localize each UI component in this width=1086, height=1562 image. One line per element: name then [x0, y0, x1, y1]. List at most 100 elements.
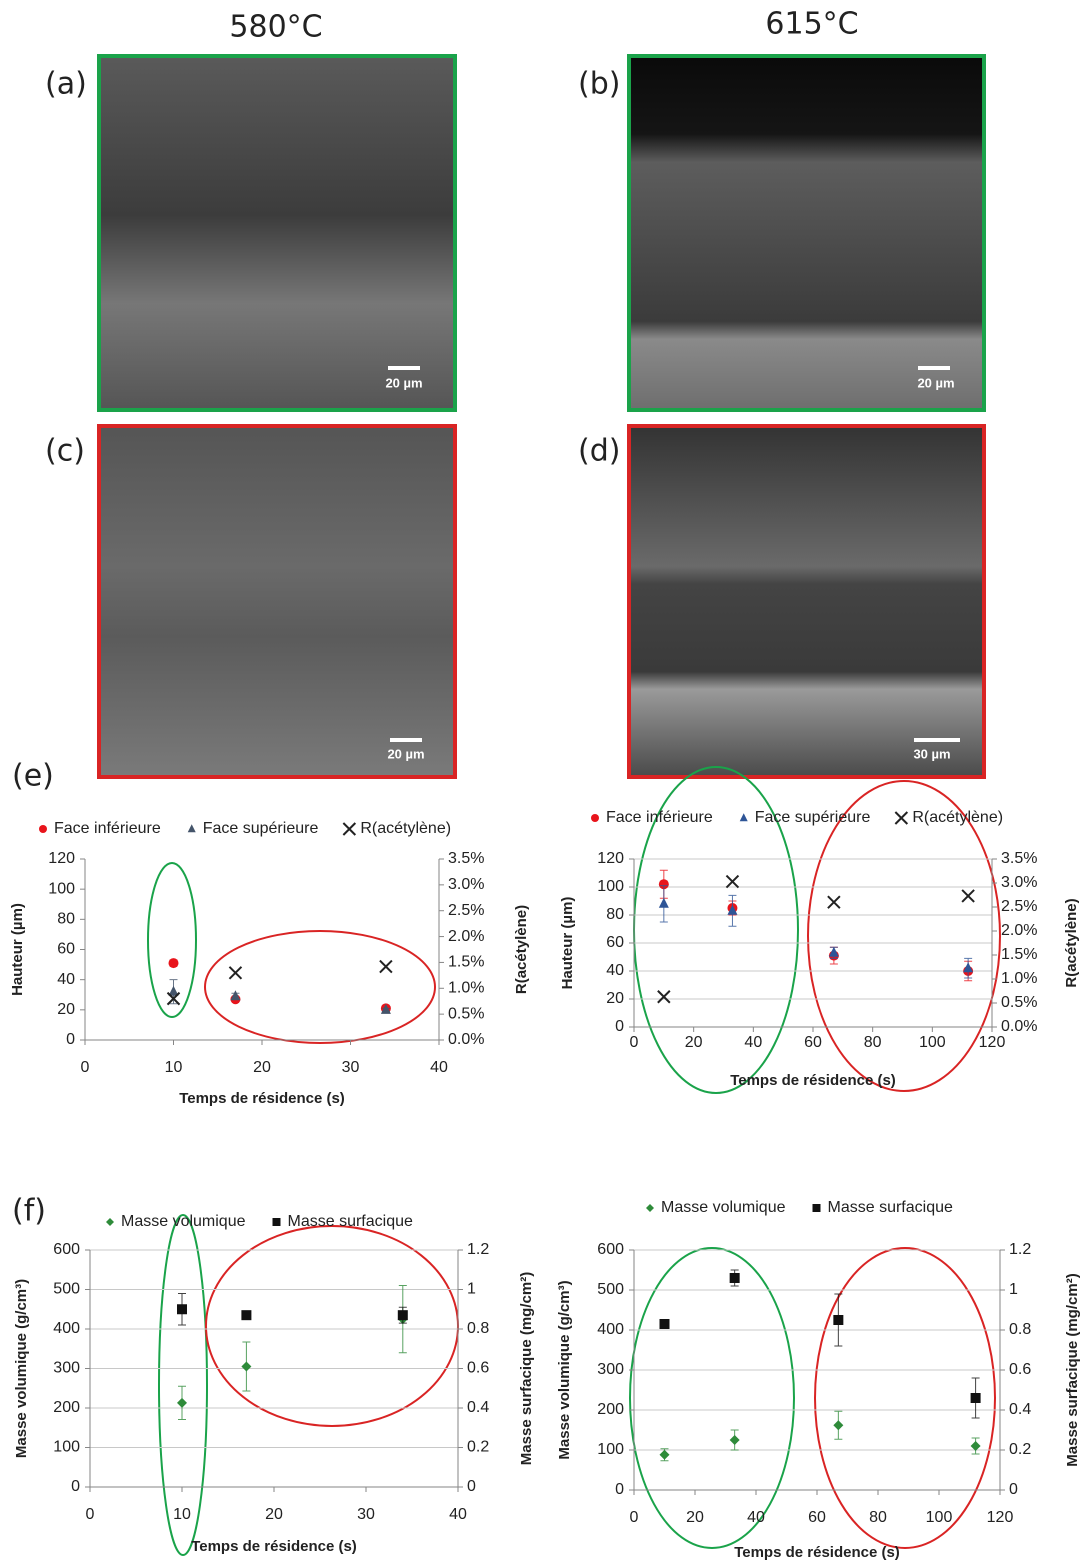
legend-label: Face inférieure [606, 809, 713, 826]
y-axis-title: Hauteur (µm) [9, 903, 26, 996]
y2-tick-label: 0.0% [1001, 1018, 1037, 1035]
x-tick-label: 80 [864, 1034, 882, 1051]
x-tick-label: 0 [630, 1034, 639, 1051]
sem-image [627, 54, 986, 412]
y2-tick-label: 0 [467, 1478, 476, 1495]
y2-tick-label: 0.8 [1009, 1321, 1031, 1338]
data-point [228, 966, 243, 980]
legend-label: Masse surfacique [288, 1213, 413, 1230]
x-tick-label: 40 [449, 1506, 467, 1523]
y-tick-label: 400 [597, 1321, 624, 1338]
y-axis-title: Masse volumique (g/cm³) [13, 1279, 30, 1458]
y-tick-label: 600 [53, 1241, 80, 1258]
y-tick-label: 100 [48, 880, 75, 897]
y-tick-label: 20 [606, 990, 624, 1007]
x-tick-label: 40 [747, 1509, 765, 1526]
panel-label: (d) [578, 434, 620, 469]
y-tick-label: 400 [53, 1320, 80, 1337]
y-tick-label: 200 [53, 1399, 80, 1416]
data-point [727, 904, 738, 915]
y-tick-label: 80 [57, 911, 75, 928]
x-tick-label: 40 [744, 1034, 762, 1051]
legend-label: Face supérieure [203, 820, 319, 837]
legend-marker [39, 825, 47, 833]
data-point [961, 889, 975, 903]
data-point [658, 897, 669, 908]
legend-marker [894, 811, 909, 825]
x-tick-label: 0 [86, 1506, 95, 1523]
y2-tick-label: 2.5% [1001, 898, 1037, 915]
y2-tick-label: 0.4 [467, 1399, 489, 1416]
y-tick-label: 300 [53, 1360, 80, 1377]
legend-label: Face inférieure [54, 820, 161, 837]
y-tick-label: 0 [66, 1031, 75, 1048]
x-tick-label: 30 [357, 1506, 375, 1523]
data-point [241, 1361, 252, 1372]
x-tick-label: 10 [173, 1506, 191, 1523]
sem-image [97, 54, 457, 412]
x-tick-label: 120 [987, 1509, 1014, 1526]
y-axis-title: Hauteur (µm) [559, 897, 576, 990]
y2-tick-label: 1.2 [467, 1241, 489, 1258]
y2-tick-label: 0.6 [467, 1360, 489, 1377]
column-title: 580°C [229, 10, 322, 45]
x-tick-label: 0 [81, 1059, 90, 1076]
y2-tick-label: 2.0% [448, 928, 484, 945]
y-tick-label: 0 [615, 1018, 624, 1035]
panel-label: (c) [45, 434, 85, 469]
y2-tick-label: 0.2 [1009, 1441, 1031, 1458]
data-point [729, 1273, 740, 1283]
y-tick-label: 60 [57, 941, 75, 958]
highlight-ellipse [629, 1247, 795, 1549]
highlight-ellipse [814, 1247, 996, 1549]
y2-tick-label: 1.0% [1001, 970, 1037, 987]
y2-tick-label: 0.2 [467, 1439, 489, 1456]
x-tick-label: 20 [685, 1034, 703, 1051]
highlight-ellipse [807, 780, 1001, 1092]
data-point [827, 895, 841, 909]
data-point [658, 879, 669, 890]
data-point [177, 1397, 187, 1408]
data-point [380, 1003, 391, 1014]
x-tick-label: 20 [686, 1509, 704, 1526]
y2-axis-title: R(acétylène) [1063, 898, 1080, 987]
x-axis-title: Temps de résidence (s) [730, 1072, 896, 1089]
y2-tick-label: 0.5% [1001, 994, 1037, 1011]
x-axis-title: Temps de résidence (s) [179, 1090, 345, 1107]
legend-marker [646, 1204, 654, 1212]
y-tick-label: 40 [606, 962, 624, 979]
x-tick-label: 120 [979, 1034, 1006, 1051]
sem-image [97, 424, 457, 779]
scale-label: 20 µm [917, 375, 954, 390]
data-point [725, 874, 740, 889]
y-tick-label: 120 [597, 850, 624, 867]
x-axis-title: Temps de résidence (s) [734, 1544, 900, 1561]
panel-label: (b) [578, 67, 620, 102]
legend-marker [106, 1218, 114, 1226]
y-tick-label: 200 [597, 1401, 624, 1418]
data-point [168, 985, 179, 996]
y-tick-label: 600 [597, 1241, 624, 1258]
x-tick-label: 80 [869, 1509, 887, 1526]
y-tick-label: 60 [606, 934, 624, 951]
y-tick-label: 100 [597, 1441, 624, 1458]
y-tick-label: 20 [57, 1001, 75, 1018]
y2-tick-label: 1.0% [448, 980, 484, 997]
x-tick-label: 20 [253, 1059, 271, 1076]
y2-tick-label: 0.5% [448, 1005, 484, 1022]
highlight-ellipse [204, 930, 436, 1044]
data-point [833, 1315, 844, 1325]
x-axis-title: Temps de résidence (s) [191, 1538, 357, 1555]
scale-label: 30 µm [913, 746, 950, 761]
y-axis-title: Masse volumique (g/cm³) [556, 1280, 573, 1459]
legend-label: Masse volumique [121, 1213, 246, 1230]
data-point [833, 1420, 844, 1431]
legend-marker [739, 813, 748, 822]
legend-marker [591, 814, 599, 822]
data-point [828, 946, 839, 957]
data-point [659, 1449, 670, 1460]
x-tick-label: 60 [804, 1034, 822, 1051]
highlight-ellipse [147, 862, 197, 1018]
data-point [659, 1319, 670, 1329]
